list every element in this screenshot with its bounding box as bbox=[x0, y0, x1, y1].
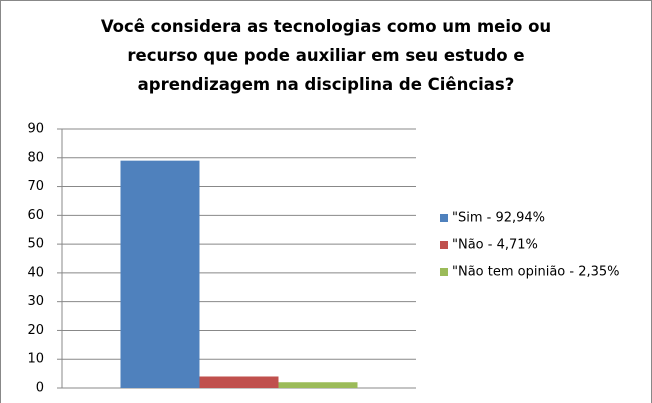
legend-label: "Não - 4,71% bbox=[452, 238, 538, 253]
title-box: Você considera as tecnologias como um me… bbox=[0, 12, 652, 99]
bar bbox=[278, 382, 358, 388]
bar bbox=[120, 160, 200, 388]
y-tick-label: 90 bbox=[27, 122, 44, 137]
legend-swatch bbox=[440, 241, 448, 249]
y-tick-label: 20 bbox=[27, 323, 44, 338]
legend-swatch bbox=[440, 214, 448, 222]
chart-title: Você considera as tecnologias como um me… bbox=[100, 17, 552, 94]
legend-swatch bbox=[440, 268, 448, 276]
y-tick-label: 30 bbox=[27, 294, 44, 309]
y-tick-label: 10 bbox=[27, 352, 44, 367]
y-tick-label: 60 bbox=[27, 208, 44, 223]
y-tick-label: 0 bbox=[36, 381, 44, 396]
legend-label: "Não tem opinião - 2,35% bbox=[452, 265, 620, 280]
y-tick-label: 40 bbox=[27, 265, 44, 280]
y-tick-label: 80 bbox=[27, 150, 44, 165]
y-tick-label: 70 bbox=[27, 179, 44, 194]
y-tick-label: 50 bbox=[27, 237, 44, 252]
bar bbox=[199, 376, 279, 388]
legend-label: "Sim - 92,94% bbox=[452, 211, 545, 226]
